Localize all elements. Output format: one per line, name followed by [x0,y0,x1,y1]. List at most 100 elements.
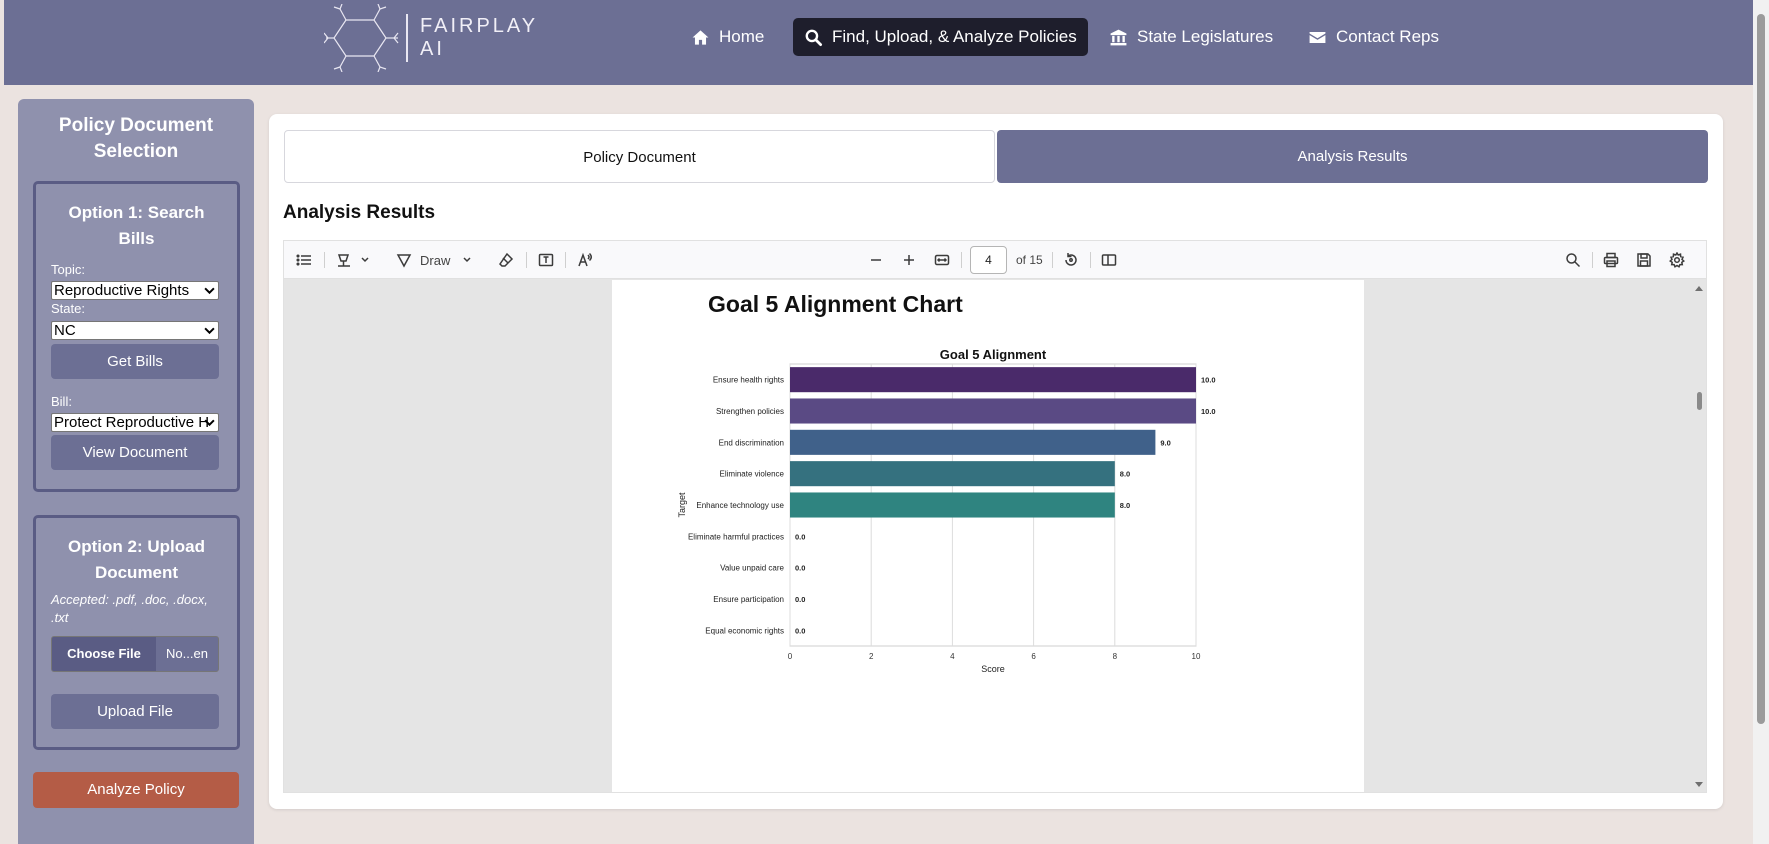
search-button[interactable] [1565,241,1581,279]
nav-state-label: State Legislatures [1137,27,1274,46]
eraser-icon [499,252,514,267]
logo-line-1: FAIRPLAY [420,15,539,37]
y-tick-label: Strengthen policies [716,407,784,416]
viewer-scrollbar[interactable] [1692,280,1706,793]
topic-label: Topic: [51,262,85,277]
tab-analysis-results[interactable]: Analysis Results [997,130,1708,183]
option-2-title: Option 2: Upload Document [68,537,205,582]
text-box-button[interactable] [538,241,554,279]
toolbar-divider [1592,252,1593,268]
bar [790,398,1196,424]
nav-home-label: Home [719,27,765,46]
chevron-down-icon [204,419,215,427]
state-select[interactable]: NC [51,321,219,340]
zoom-out-button[interactable] [868,241,884,279]
section-title: Analysis Results [283,202,436,223]
topic-select-value: Reproductive Rights [54,282,190,299]
nav-home[interactable]: Home [680,18,775,56]
pdf-page: Goal 5 Alignment Chart Goal 5 Alignment 0… [612,280,1364,792]
chart-title: Goal 5 Alignment [940,347,1047,362]
bill-select[interactable]: Protect Reproductive H [51,413,219,432]
logo-divider [406,14,408,62]
bill-label: Bill: [51,394,72,409]
toolbar-divider [1090,252,1091,268]
rotate-button[interactable] [1063,241,1079,279]
y-axis-label: Target [677,492,687,518]
logo[interactable]: FAIRPLAY AI [324,4,544,72]
home-icon [692,29,709,45]
chevron-down-icon [463,257,471,263]
file-name-text: No...en [166,646,208,661]
data-label: 0.0 [795,626,805,635]
upload-file-button[interactable]: Upload File [51,694,219,729]
gear-icon [1669,252,1685,268]
choose-file-button[interactable]: Choose File [52,637,156,671]
page-view-icon [1101,254,1117,266]
highlight-button[interactable] [336,241,370,279]
file-input[interactable]: Choose File No...en [51,636,219,672]
logo-line-2: AI [420,38,445,60]
y-tick-label: Value unpaid care [720,564,784,573]
nav-find-upload-analyze[interactable]: Find, Upload, & Analyze Policies [793,18,1088,56]
state-select-value: NC [54,322,76,339]
chevron-down-icon [204,287,215,295]
x-tick-label: 8 [1113,652,1118,661]
zoom-in-button[interactable] [901,241,917,279]
settings-button[interactable] [1669,241,1685,279]
sidebar-title-text: Policy Document Selection [58,115,214,162]
window-scrollbar-thumb[interactable] [1757,14,1765,724]
logo-hexagon-icon [324,4,399,72]
nav-contact-reps[interactable]: Contact Reps [1297,18,1450,56]
data-label: 8.0 [1120,501,1130,510]
page-view-button[interactable] [1101,241,1117,279]
read-aloud-icon [578,252,592,267]
topic-select[interactable]: Reproductive Rights [51,281,219,300]
y-tick-label: Eliminate violence [720,470,785,479]
chevron-down-icon [204,327,215,335]
nav-state-legislatures[interactable]: State Legislatures [1098,18,1284,56]
sidebar-toggle-button[interactable] [296,241,312,279]
page-number-input[interactable]: 4 [970,246,1007,274]
save-icon [1637,253,1651,267]
y-tick-label: End discrimination [719,438,784,447]
pdf-viewer: Draw 4 of 15 [283,240,1707,793]
rotate-icon [1065,253,1077,266]
erase-button[interactable] [498,241,514,279]
data-label: 0.0 [795,564,805,573]
data-label: 9.0 [1160,438,1170,447]
search-icon [805,29,823,46]
tab-policy-document[interactable]: Policy Document [284,130,995,183]
fit-width-icon [934,254,950,266]
data-label: 10.0 [1201,376,1216,385]
option-1-title: Option 1: Search Bills [68,203,205,248]
view-document-button[interactable]: View Document [51,435,219,470]
toolbar-divider [565,252,566,268]
window-scrollbar[interactable] [1753,0,1769,844]
x-tick-label: 0 [788,652,793,661]
option-1-panel: Option 1: Search Bills Topic: Reproducti… [33,181,240,492]
top-navbar: FAIRPLAY AI Home Find, Upload, & Analyze… [4,0,1753,85]
toolbar-divider [324,252,325,268]
draw-button[interactable]: Draw [396,241,472,279]
save-button[interactable] [1636,241,1652,279]
y-tick-label: Ensure health rights [713,376,784,385]
read-aloud-button[interactable] [577,241,593,279]
highlighter-icon [337,254,350,267]
nav-contact-label: Contact Reps [1336,27,1439,46]
y-tick-label: Equal economic rights [705,626,784,635]
main-panel: Policy Document Analysis Results Analysi… [269,114,1723,809]
x-tick-label: 4 [950,652,955,661]
building-icon [1110,29,1127,45]
text-box-icon [538,253,554,267]
bar [790,492,1115,518]
search-icon [1566,253,1581,268]
fit-page-button[interactable] [934,241,950,279]
printer-icon [1603,252,1619,268]
get-bills-button[interactable]: Get Bills [51,344,219,379]
print-button[interactable] [1603,241,1619,279]
data-label: 0.0 [795,532,805,541]
toolbar-divider [526,252,527,268]
y-tick-label: Eliminate harmful practices [688,532,784,541]
analyze-policy-button[interactable]: Analyze Policy [33,772,239,808]
plus-icon [904,255,914,265]
